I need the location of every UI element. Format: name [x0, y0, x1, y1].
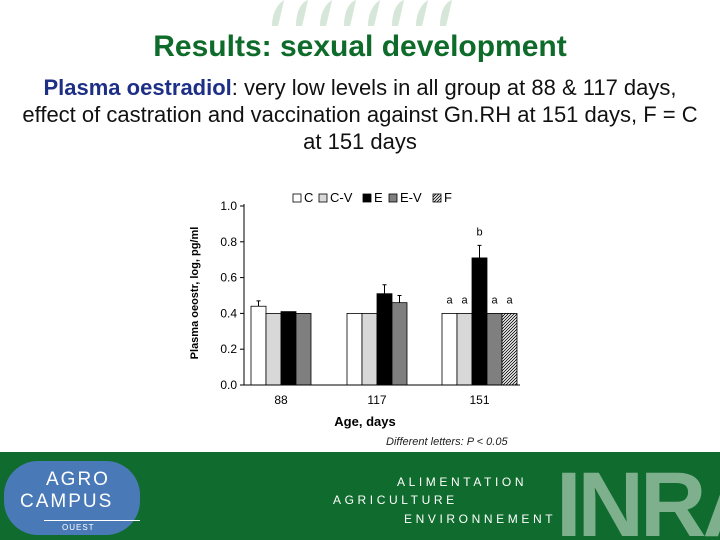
bar-c-v-117	[361, 313, 378, 386]
logo-text-campus: CAMPUS	[20, 491, 114, 512]
error-bars	[256, 244, 482, 307]
inra-logo-text: INRA	[556, 456, 720, 540]
significance-label: a	[461, 294, 468, 306]
footer-word-agriculture: AGRICULTURE	[333, 493, 458, 507]
legend-swatch-e-v	[388, 193, 398, 203]
legend-label-f: F	[444, 190, 452, 205]
bar-e-88	[280, 311, 297, 386]
y-tick-label: 0.8	[220, 235, 237, 249]
chart-legend: C C-V E E-V F	[292, 190, 452, 205]
legend-label-c: C	[304, 190, 313, 205]
subtitle-text: : very low levels in all group at 88 & 1…	[22, 75, 698, 154]
slide-title: Results: sexual development	[153, 30, 567, 63]
significance-label: a	[506, 294, 513, 306]
legend-swatch-c-v	[318, 193, 328, 203]
logo-divider	[44, 520, 140, 521]
legend-swatch-c	[292, 193, 302, 203]
footer-band: AGRO CAMPUS OUEST ALIMENTATION AGRICULTU…	[0, 452, 720, 540]
oestradiol-bar-chart: Plasma oeostr, log, pg/ml 0.00.20.40.60.…	[189, 190, 520, 429]
watermark-graphic	[272, 0, 452, 26]
bar-c-88	[250, 305, 267, 386]
y-axis-ticks: 0.0 0.2 0.4 0.6 0.8 1.0	[220, 199, 244, 392]
significance-label: a	[446, 294, 453, 306]
x-tick-label: 151	[469, 393, 489, 407]
x-tick-label: 117	[367, 393, 386, 407]
slide-subtitle: Plasma oestradiol: very low levels in al…	[20, 74, 700, 155]
bar-e-117	[376, 293, 393, 386]
y-tick-label: 0.2	[220, 342, 237, 356]
bar-c-151	[441, 313, 458, 386]
legend-label-e: E	[374, 190, 383, 205]
bar-c-v-151	[456, 313, 473, 386]
x-tick-label: 88	[274, 393, 288, 407]
significance-label: a	[491, 294, 498, 306]
y-tick-label: 0.0	[220, 378, 237, 392]
significance-labels: a aba a	[446, 226, 513, 306]
footer-word-environnement: ENVIRONNEMENT	[404, 512, 557, 526]
bar-f-151	[501, 313, 518, 386]
legend-swatch-e	[362, 193, 372, 203]
logo-text-ouest: OUEST	[62, 523, 95, 532]
y-tick-label: 0.4	[220, 306, 237, 320]
bar-e-v-151	[486, 313, 503, 386]
x-axis-ticks: 88 117 151	[274, 393, 490, 407]
chart-axes	[243, 204, 520, 386]
y-axis-label: Plasma oeostr, log, pg/ml	[189, 227, 201, 360]
logo-text-agro: AGRO	[46, 469, 110, 490]
subtitle-highlight: Plasma oestradiol	[43, 75, 232, 100]
legend-swatch-f	[432, 193, 442, 203]
significance-footnote: Different letters: P < 0.05	[386, 436, 508, 448]
bar-marks	[250, 257, 518, 386]
y-tick-label: 0.6	[220, 271, 237, 285]
agrocampus-logo: AGRO CAMPUS OUEST	[4, 461, 140, 535]
bar-c-117	[346, 313, 363, 386]
y-tick-label: 1.0	[220, 199, 237, 213]
footer-word-alimentation: ALIMENTATION	[397, 475, 528, 489]
legend-label-e-v: E-V	[400, 190, 422, 205]
bar-c-v-88	[265, 313, 282, 386]
bar-e-v-88	[295, 313, 312, 386]
legend-label-c-v: C-V	[330, 190, 353, 205]
bar-e-151	[471, 257, 488, 386]
significance-label: b	[476, 226, 482, 238]
bar-e-v-117	[391, 302, 408, 386]
inra-logo: INRA	[556, 456, 720, 540]
x-axis-label: Age, days	[334, 414, 395, 429]
